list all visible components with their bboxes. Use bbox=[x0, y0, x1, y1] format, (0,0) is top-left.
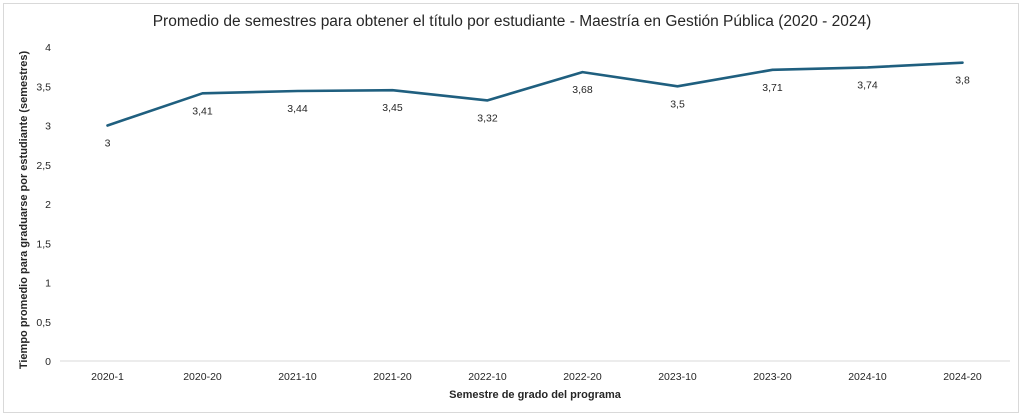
y-tick-label: 3 bbox=[45, 121, 51, 133]
x-tick-label: 2023-10 bbox=[658, 371, 697, 383]
x-tick-label: 2022-10 bbox=[468, 371, 507, 383]
y-tick-label: 0 bbox=[45, 356, 51, 368]
x-tick-label: 2020-1 bbox=[91, 371, 124, 383]
chart-frame bbox=[3, 3, 1019, 413]
data-label: 3 bbox=[105, 138, 111, 150]
data-label: 3,32 bbox=[477, 112, 498, 124]
data-label: 3,71 bbox=[762, 82, 783, 94]
data-label: 3,74 bbox=[857, 79, 878, 91]
data-label: 3,5 bbox=[670, 98, 685, 110]
data-label: 3,68 bbox=[572, 84, 593, 96]
data-label: 3,44 bbox=[287, 103, 308, 115]
chart-title: Promedio de semestres para obtener el tí… bbox=[153, 13, 872, 30]
data-label: 3,41 bbox=[192, 105, 213, 117]
y-tick-label: 2 bbox=[45, 199, 51, 211]
x-axis-title: Semestre de grado del programa bbox=[449, 389, 622, 401]
data-labels: 3 3,41 3,44 3,45 3,32 3,68 3,5 3,71 3,74 3,8 bbox=[105, 75, 970, 150]
x-tick-label: 2024-20 bbox=[943, 371, 982, 383]
y-axis-title: Tiempo promedio para graduarse por estud… bbox=[18, 51, 30, 370]
y-tick-label: 2,5 bbox=[36, 160, 51, 172]
x-tick-label: 2023-20 bbox=[753, 371, 792, 383]
y-tick-label: 1,5 bbox=[36, 238, 51, 250]
series-line bbox=[106, 61, 964, 127]
x-tick-label: 2020-20 bbox=[183, 371, 222, 383]
x-tick-label: 2022-20 bbox=[563, 371, 602, 383]
y-axis-ticks: 0 0,5 1 1,5 2 2,5 3 3,5 4 bbox=[36, 42, 51, 368]
y-tick-label: 0,5 bbox=[36, 317, 51, 329]
y-tick-label: 4 bbox=[45, 42, 51, 54]
data-label: 3,45 bbox=[382, 102, 403, 114]
x-axis-ticks: 2020-1 2020-20 2021-10 2021-20 2022-10 2022-2… bbox=[91, 371, 982, 383]
x-tick-label: 2024-10 bbox=[848, 371, 887, 383]
x-tick-label: 2021-20 bbox=[373, 371, 412, 383]
x-tick-label: 2021-10 bbox=[278, 371, 317, 383]
data-label: 3,8 bbox=[955, 75, 970, 87]
y-tick-label: 3,5 bbox=[36, 81, 51, 93]
y-tick-label: 1 bbox=[45, 278, 51, 290]
